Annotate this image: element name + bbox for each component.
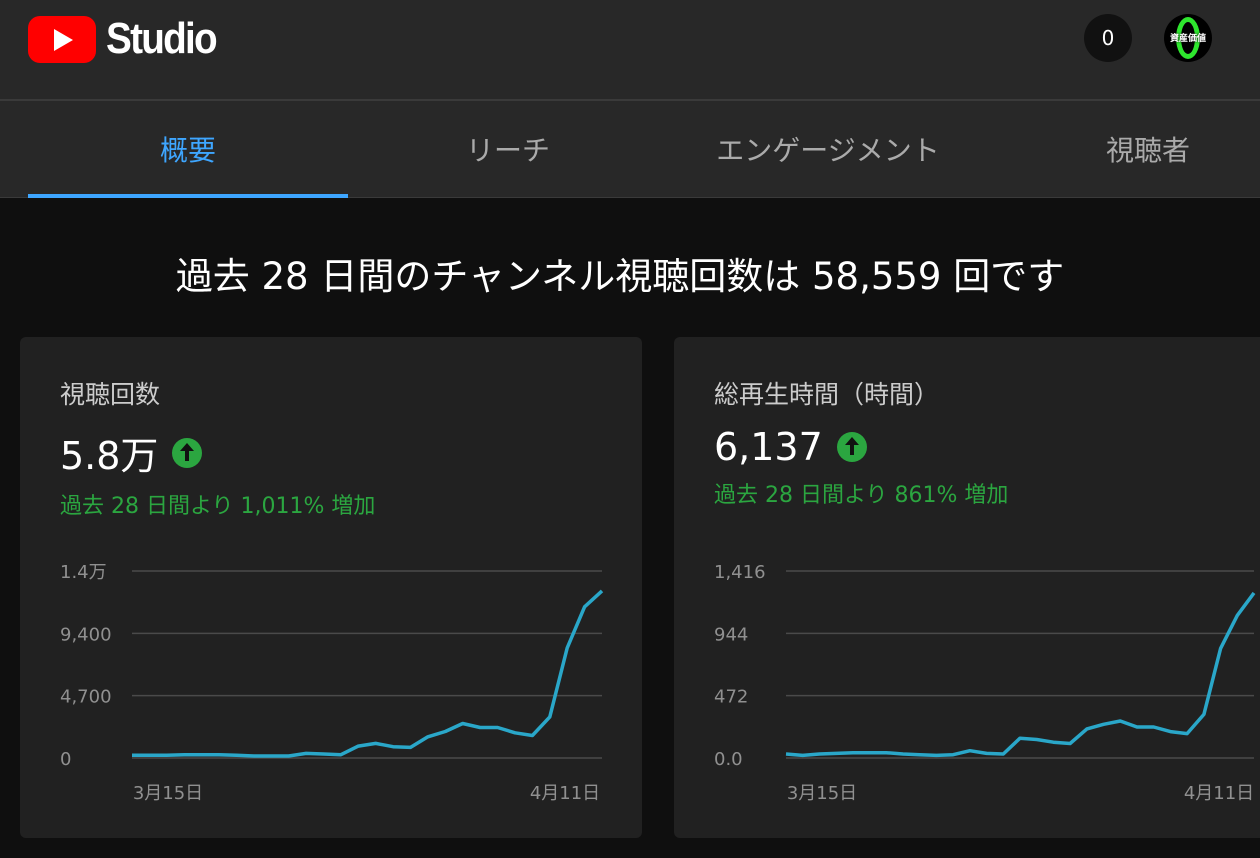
tab-bar: 概要 リーチ エンゲージメント 視聴者 — [0, 101, 1260, 198]
series-line — [132, 589, 604, 758]
tab-reach[interactable]: リーチ — [465, 134, 550, 167]
card-change: 過去 28 日間より 1,011% 増加 — [60, 494, 376, 519]
youtube-play-icon — [28, 15, 96, 63]
tab-engagement[interactable]: エンゲージメント — [716, 134, 940, 167]
header: Studio 0 資産価値 — [0, 0, 1260, 101]
card-value: 6,137 — [714, 425, 867, 469]
y-tick-label: 1.4万 — [60, 562, 107, 583]
y-tick-label: 1,416 — [714, 562, 766, 583]
x-tick-label: 4月11日 — [1184, 783, 1254, 804]
card-title: 総再生時間（時間） — [714, 380, 940, 409]
tab-overview[interactable]: 概要 — [28, 101, 348, 198]
notifications-button[interactable]: 0 — [1084, 14, 1132, 62]
notification-count: 0 — [1101, 26, 1115, 50]
views-card[interactable]: 視聴回数 5.8万 過去 28 日間より 1,011% 増加 1.4万 9,400… — [20, 337, 642, 838]
card-value-text: 6,137 — [714, 425, 823, 469]
y-tick-label: 944 — [714, 624, 748, 645]
card-value-text: 5.8万 — [60, 434, 159, 478]
x-tick-label: 4月11日 — [530, 783, 600, 804]
page-headline: 過去 28 日間のチャンネル視聴回数は 58,559 回です — [175, 255, 1065, 298]
series-line — [785, 591, 1256, 758]
card-value: 5.8万 — [60, 425, 203, 480]
studio-logo[interactable]: Studio — [28, 14, 231, 64]
x-tick-label: 3月15日 — [787, 783, 857, 804]
y-tick-label: 0.0 — [714, 749, 743, 770]
avatar-ring-icon — [1176, 17, 1200, 59]
arrow-up-icon — [836, 432, 867, 462]
views-chart: 1.4万 9,400 4,700 0 3月15日 4月11日 — [60, 562, 604, 804]
avatar-text: 資産価値 — [1169, 34, 1206, 44]
y-tick-label: 4,700 — [60, 687, 112, 708]
avatar[interactable]: 資産価値 — [1164, 14, 1212, 62]
x-tick-label: 3月15日 — [133, 783, 203, 804]
watch-time-card[interactable]: 総再生時間（時間） 6,137 過去 28 日間より 861% 増加 1,416… — [674, 337, 1260, 838]
y-tick-label: 9,400 — [60, 624, 112, 645]
watch-time-chart: 1,416 944 472 0.0 3月15日 4月11日 — [714, 562, 1256, 804]
arrow-up-icon — [172, 437, 203, 468]
y-tick-label: 0 — [60, 749, 71, 770]
card-change: 過去 28 日間より 861% 増加 — [714, 483, 1009, 508]
card-title: 視聴回数 — [60, 380, 161, 409]
y-tick-label: 472 — [714, 687, 748, 708]
tab-audience[interactable]: 視聴者 — [1105, 134, 1190, 167]
logo-text: Studio — [106, 14, 218, 63]
